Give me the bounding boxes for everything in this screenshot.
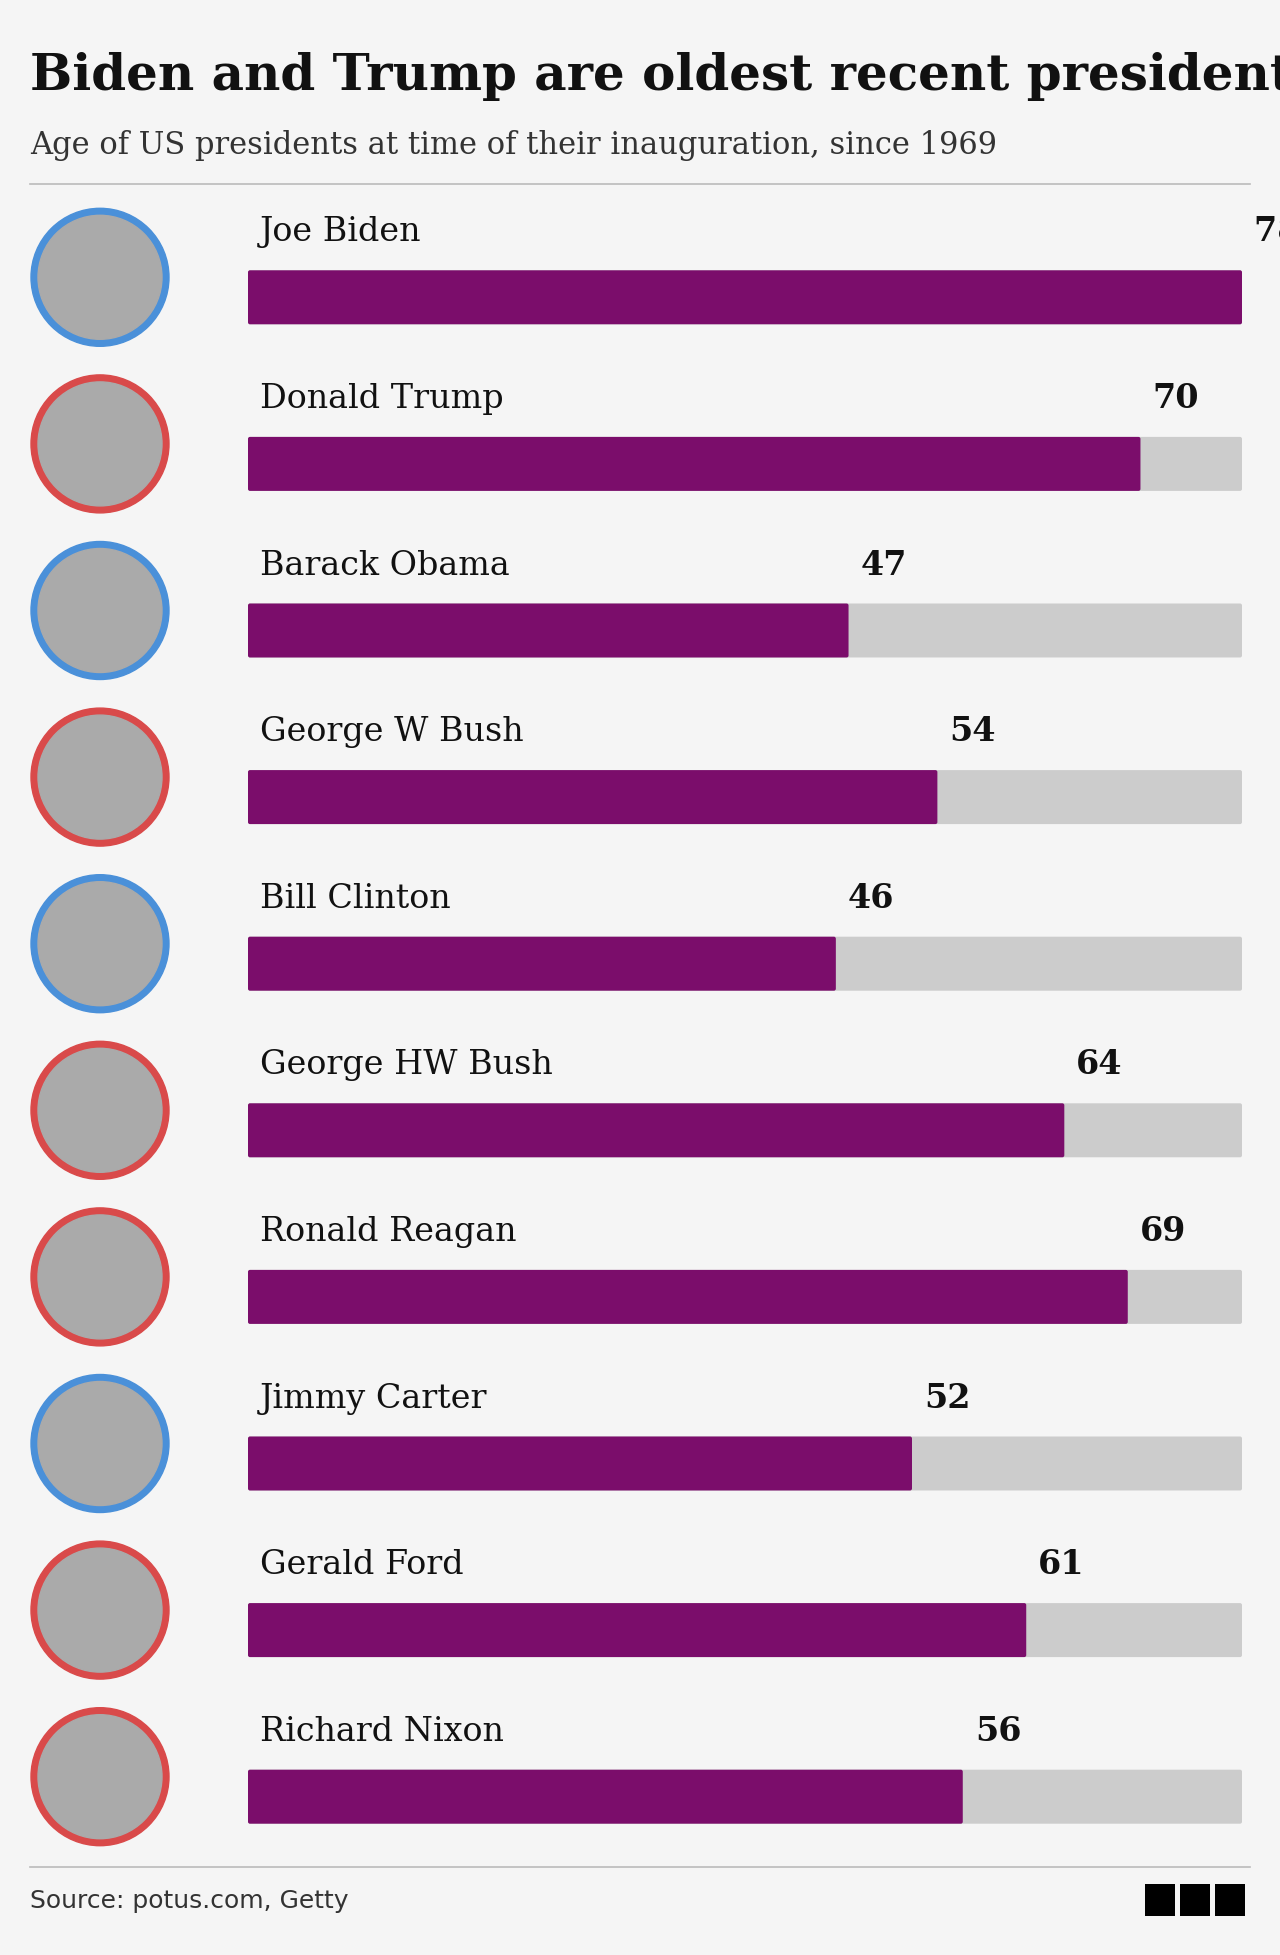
Text: B: B <box>1188 1890 1202 1910</box>
Text: 78 years old: 78 years old <box>1254 215 1280 248</box>
Text: George W Bush: George W Bush <box>260 716 524 747</box>
FancyBboxPatch shape <box>248 936 836 991</box>
FancyBboxPatch shape <box>248 272 1242 325</box>
FancyBboxPatch shape <box>1215 1885 1245 1916</box>
Text: Source: potus.com, Getty: Source: potus.com, Getty <box>29 1889 348 1912</box>
Text: 52: 52 <box>924 1380 970 1413</box>
Text: 56: 56 <box>975 1715 1021 1748</box>
FancyBboxPatch shape <box>248 604 849 659</box>
FancyBboxPatch shape <box>248 1105 1242 1157</box>
FancyBboxPatch shape <box>248 272 1242 325</box>
Circle shape <box>31 1374 169 1513</box>
FancyBboxPatch shape <box>248 1603 1242 1658</box>
Text: 46: 46 <box>847 882 895 915</box>
FancyBboxPatch shape <box>248 438 1140 491</box>
Circle shape <box>31 375 169 514</box>
FancyBboxPatch shape <box>248 604 1242 659</box>
Circle shape <box>38 1548 163 1672</box>
Circle shape <box>38 1382 163 1505</box>
Circle shape <box>31 710 169 847</box>
FancyBboxPatch shape <box>248 1603 1027 1658</box>
FancyBboxPatch shape <box>248 438 1242 491</box>
FancyBboxPatch shape <box>248 770 937 825</box>
Text: Ronald Reagan: Ronald Reagan <box>260 1216 517 1247</box>
Text: B: B <box>1152 1890 1167 1910</box>
FancyBboxPatch shape <box>1146 1885 1175 1916</box>
FancyBboxPatch shape <box>248 1437 1242 1492</box>
FancyBboxPatch shape <box>248 1769 1242 1824</box>
Circle shape <box>38 383 163 506</box>
Circle shape <box>38 1216 163 1339</box>
Circle shape <box>31 1541 169 1679</box>
Circle shape <box>31 1042 169 1179</box>
Text: Bill Clinton: Bill Clinton <box>260 882 451 915</box>
Circle shape <box>31 876 169 1013</box>
FancyBboxPatch shape <box>248 1437 911 1492</box>
Text: C: C <box>1222 1890 1238 1910</box>
FancyBboxPatch shape <box>248 770 1242 825</box>
Circle shape <box>31 1709 169 1846</box>
Circle shape <box>38 716 163 839</box>
FancyBboxPatch shape <box>1180 1885 1210 1916</box>
Text: 70: 70 <box>1152 381 1199 414</box>
Text: Age of US presidents at time of their inauguration, since 1969: Age of US presidents at time of their in… <box>29 129 997 160</box>
Text: Barack Obama: Barack Obama <box>260 549 509 581</box>
Circle shape <box>38 1715 163 1840</box>
Circle shape <box>38 217 163 340</box>
Text: Joe Biden: Joe Biden <box>260 217 421 248</box>
Text: George HW Bush: George HW Bush <box>260 1048 553 1081</box>
Circle shape <box>31 1208 169 1347</box>
Text: 61: 61 <box>1038 1546 1085 1580</box>
Text: Biden and Trump are oldest recent presidents: Biden and Trump are oldest recent presid… <box>29 53 1280 102</box>
Text: Jimmy Carter: Jimmy Carter <box>260 1382 488 1413</box>
Text: 64: 64 <box>1076 1048 1123 1081</box>
FancyBboxPatch shape <box>248 1271 1242 1324</box>
Circle shape <box>31 209 169 348</box>
FancyBboxPatch shape <box>248 1105 1064 1157</box>
Text: Gerald Ford: Gerald Ford <box>260 1548 463 1580</box>
Circle shape <box>38 882 163 1007</box>
Circle shape <box>38 1048 163 1173</box>
Circle shape <box>31 542 169 680</box>
FancyBboxPatch shape <box>248 1769 963 1824</box>
FancyBboxPatch shape <box>248 936 1242 991</box>
Text: 54: 54 <box>950 716 996 747</box>
Circle shape <box>38 549 163 673</box>
FancyBboxPatch shape <box>248 1271 1128 1324</box>
Text: 47: 47 <box>860 547 908 581</box>
Text: Donald Trump: Donald Trump <box>260 383 503 414</box>
Text: 69: 69 <box>1139 1214 1187 1247</box>
Text: Richard Nixon: Richard Nixon <box>260 1715 504 1748</box>
